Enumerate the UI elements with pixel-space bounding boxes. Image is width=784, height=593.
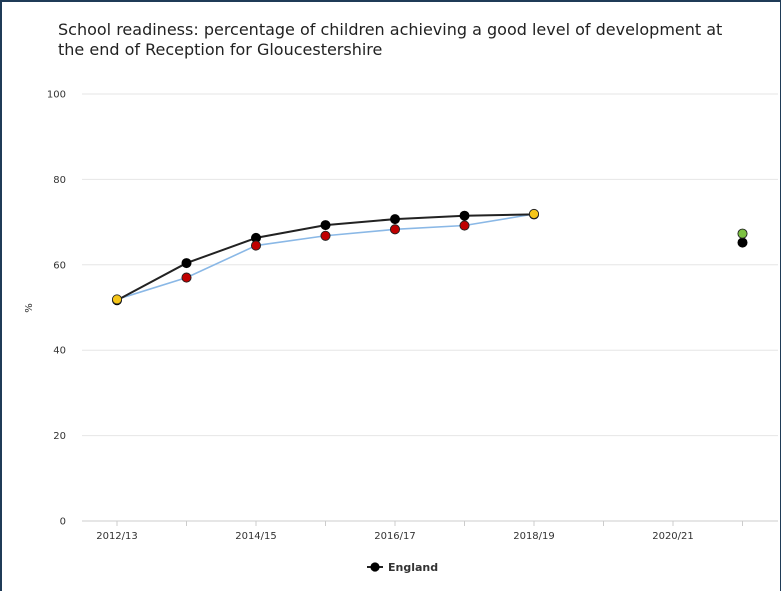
area-point bbox=[250, 240, 262, 251]
x-axis: 2012/13 2014/15 2016/17 2018/19 2020/21 bbox=[82, 520, 778, 542]
x-tick-label: 2020/21 bbox=[652, 531, 694, 542]
y-tick-label: 40 bbox=[53, 346, 66, 357]
legend-marker bbox=[370, 562, 380, 572]
y-tick-label: 20 bbox=[53, 431, 66, 442]
x-tick-label: 2012/13 bbox=[96, 531, 138, 542]
england-point bbox=[320, 220, 331, 231]
y-axis-label: % bbox=[24, 303, 35, 313]
y-tick-label: 80 bbox=[53, 175, 66, 186]
chart-title: School readiness: percentage of children… bbox=[58, 20, 723, 59]
y-axis-ticks: 0 20 40 60 80 100 bbox=[47, 90, 66, 528]
england-point bbox=[459, 210, 470, 221]
area-point bbox=[737, 228, 748, 239]
y-tick-label: 60 bbox=[53, 260, 66, 271]
x-tick-label: 2018/19 bbox=[513, 531, 555, 542]
area-point bbox=[320, 230, 331, 241]
england-point bbox=[737, 237, 748, 248]
area-point bbox=[459, 220, 470, 231]
series-points bbox=[111, 208, 748, 306]
y-tick-label: 100 bbox=[47, 90, 66, 101]
y-tick-label: 0 bbox=[60, 517, 66, 528]
legend-label: England bbox=[388, 561, 438, 574]
england-point bbox=[389, 214, 400, 225]
x-tick-label: 2016/17 bbox=[374, 531, 416, 542]
legend: England bbox=[367, 561, 438, 574]
england-point bbox=[181, 258, 192, 269]
area-point bbox=[528, 208, 540, 220]
area-point bbox=[181, 272, 192, 283]
area-point bbox=[389, 224, 401, 235]
x-tick-label: 2014/15 bbox=[235, 531, 277, 542]
gridlines bbox=[82, 93, 778, 522]
area-point bbox=[111, 294, 123, 305]
